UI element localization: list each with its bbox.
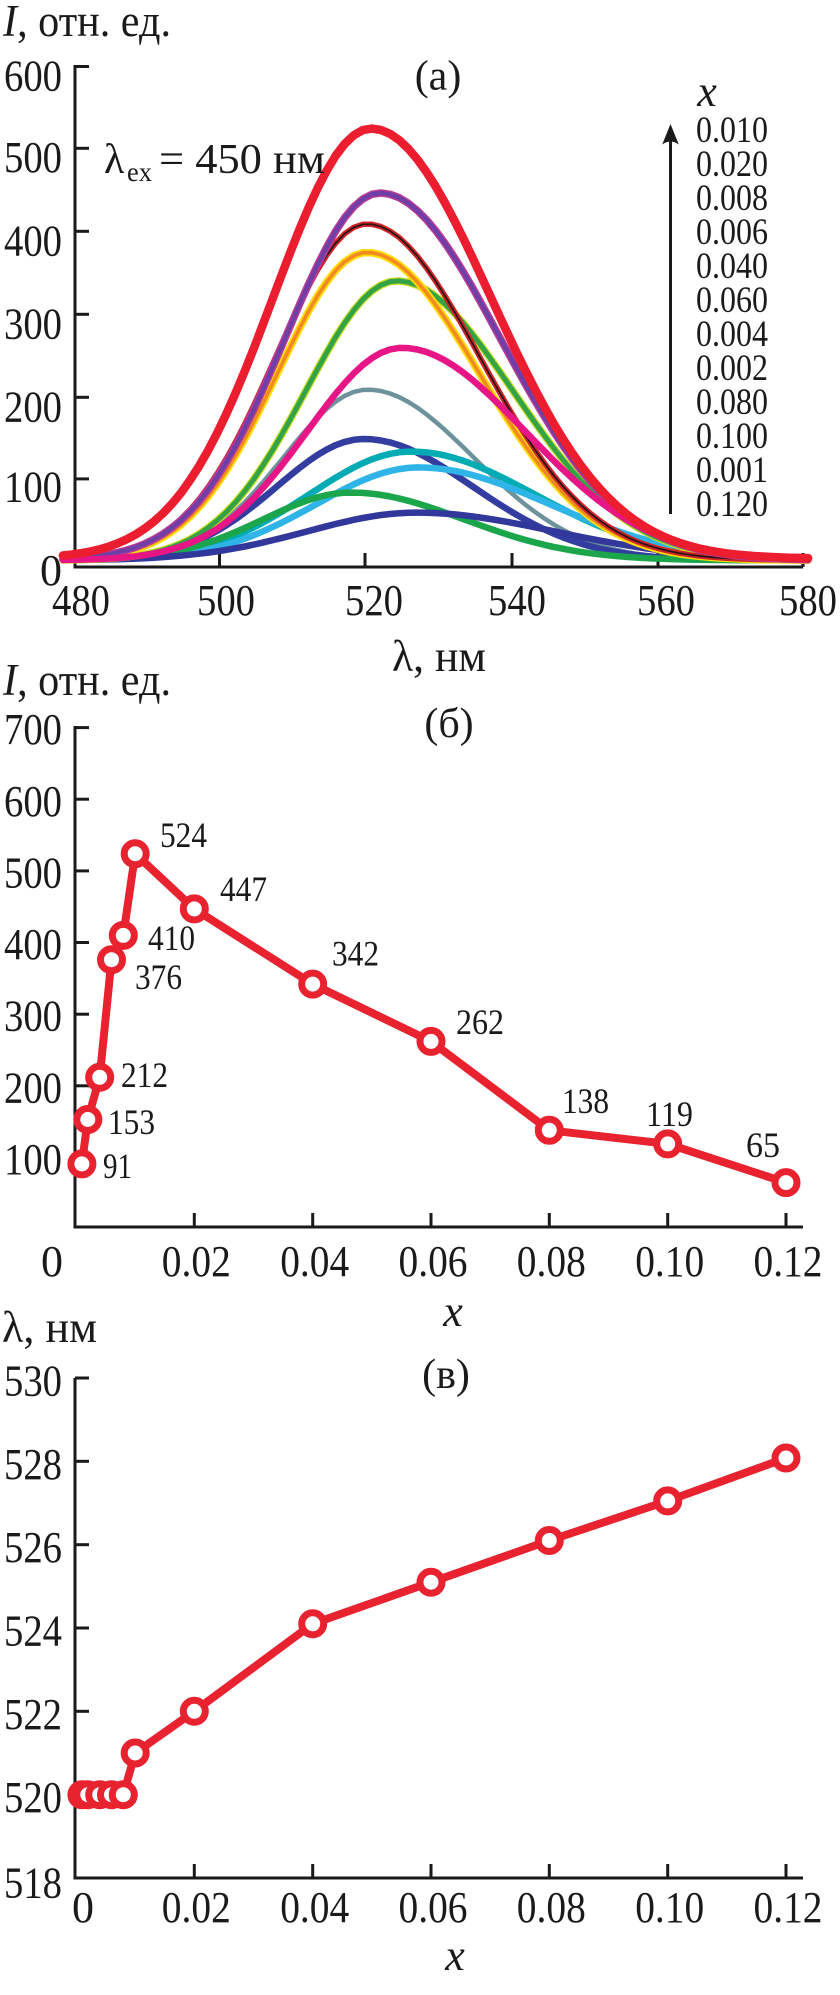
svg-text:500: 500 [4, 133, 62, 182]
svg-text:400: 400 [4, 216, 62, 265]
svg-text:= 450 нм: = 450 нм [159, 137, 325, 183]
svg-text:0.04: 0.04 [280, 1237, 349, 1286]
svg-text:0: 0 [41, 1237, 63, 1286]
svg-text:I, отн. ед.: I, отн. ед. [2, 655, 171, 705]
svg-text:0.040: 0.040 [696, 246, 768, 287]
svg-text:600: 600 [4, 777, 62, 826]
svg-text:0: 0 [72, 1883, 94, 1932]
svg-text:0.020: 0.020 [696, 144, 768, 185]
svg-text:0.060: 0.060 [696, 280, 768, 321]
svg-text:65: 65 [746, 1125, 780, 1165]
svg-text:342: 342 [332, 934, 379, 974]
svg-text:524: 524 [4, 1607, 62, 1656]
svg-text:100: 100 [4, 1135, 62, 1184]
svg-text:x: x [444, 1931, 465, 1980]
svg-text:153: 153 [108, 1102, 155, 1142]
svg-text:200: 200 [4, 1063, 62, 1112]
svg-text:410: 410 [148, 918, 195, 958]
svg-text:524: 524 [160, 815, 207, 855]
svg-text:(б): (б) [424, 701, 473, 747]
svg-text:520: 520 [345, 576, 403, 625]
svg-text:300: 300 [4, 992, 62, 1041]
svg-text:0.010: 0.010 [696, 110, 768, 151]
svg-text:ex: ex [127, 157, 152, 187]
svg-text:518: 518 [4, 1859, 62, 1908]
svg-text:540: 540 [488, 576, 546, 625]
svg-text:0.10: 0.10 [635, 1883, 704, 1932]
svg-text:x: x [442, 1287, 463, 1336]
svg-text:λ: λ [104, 137, 125, 183]
svg-text:0.004: 0.004 [696, 314, 768, 355]
svg-text:0.006: 0.006 [696, 212, 768, 253]
svg-text:0.02: 0.02 [162, 1237, 231, 1286]
svg-text:520: 520 [4, 1773, 62, 1822]
svg-text:(а): (а) [415, 54, 462, 100]
svg-text:100: 100 [4, 463, 62, 512]
svg-text:0.100: 0.100 [696, 416, 768, 457]
svg-text:500: 500 [197, 576, 255, 625]
svg-text:0.06: 0.06 [399, 1883, 468, 1932]
svg-text:0.02: 0.02 [162, 1883, 231, 1932]
svg-text:91: 91 [103, 1146, 132, 1186]
svg-text:0.04: 0.04 [280, 1883, 349, 1932]
svg-text:580: 580 [779, 576, 837, 625]
svg-text:0.08: 0.08 [517, 1883, 586, 1932]
svg-text:480: 480 [52, 576, 110, 625]
svg-text:0.06: 0.06 [399, 1237, 468, 1286]
svg-text:700: 700 [4, 705, 62, 754]
svg-text:212: 212 [121, 1055, 168, 1095]
svg-text:200: 200 [4, 382, 62, 431]
svg-text:119: 119 [646, 1094, 693, 1134]
svg-text:0.12: 0.12 [754, 1883, 823, 1932]
svg-text:I, отн. ед.: I, отн. ед. [2, 0, 171, 46]
svg-text:600: 600 [4, 52, 62, 101]
svg-text:0.008: 0.008 [696, 178, 768, 219]
svg-text:λ, нм: λ, нм [2, 1303, 97, 1352]
svg-text:(в): (в) [422, 1352, 470, 1398]
svg-text:0.002: 0.002 [696, 348, 768, 389]
svg-text:560: 560 [637, 576, 695, 625]
svg-text:522: 522 [4, 1690, 62, 1739]
svg-text:138: 138 [562, 1081, 609, 1121]
svg-text:0.001: 0.001 [696, 450, 768, 491]
svg-text:λ, нм: λ, нм [392, 632, 486, 681]
svg-text:0.12: 0.12 [754, 1237, 823, 1286]
svg-text:447: 447 [220, 869, 267, 909]
svg-text:0.08: 0.08 [517, 1237, 586, 1286]
svg-text:x: x [696, 67, 717, 116]
svg-text:376: 376 [135, 957, 182, 997]
svg-text:530: 530 [4, 1357, 62, 1406]
svg-text:0.120: 0.120 [696, 484, 768, 525]
svg-text:300: 300 [4, 299, 62, 348]
svg-text:400: 400 [4, 920, 62, 969]
svg-text:0: 0 [40, 546, 62, 595]
svg-text:500: 500 [4, 848, 62, 897]
svg-text:528: 528 [4, 1440, 62, 1489]
svg-text:0.10: 0.10 [635, 1237, 704, 1286]
svg-text:526: 526 [4, 1523, 62, 1572]
svg-text:0.080: 0.080 [696, 382, 768, 423]
svg-text:262: 262 [456, 1002, 504, 1042]
